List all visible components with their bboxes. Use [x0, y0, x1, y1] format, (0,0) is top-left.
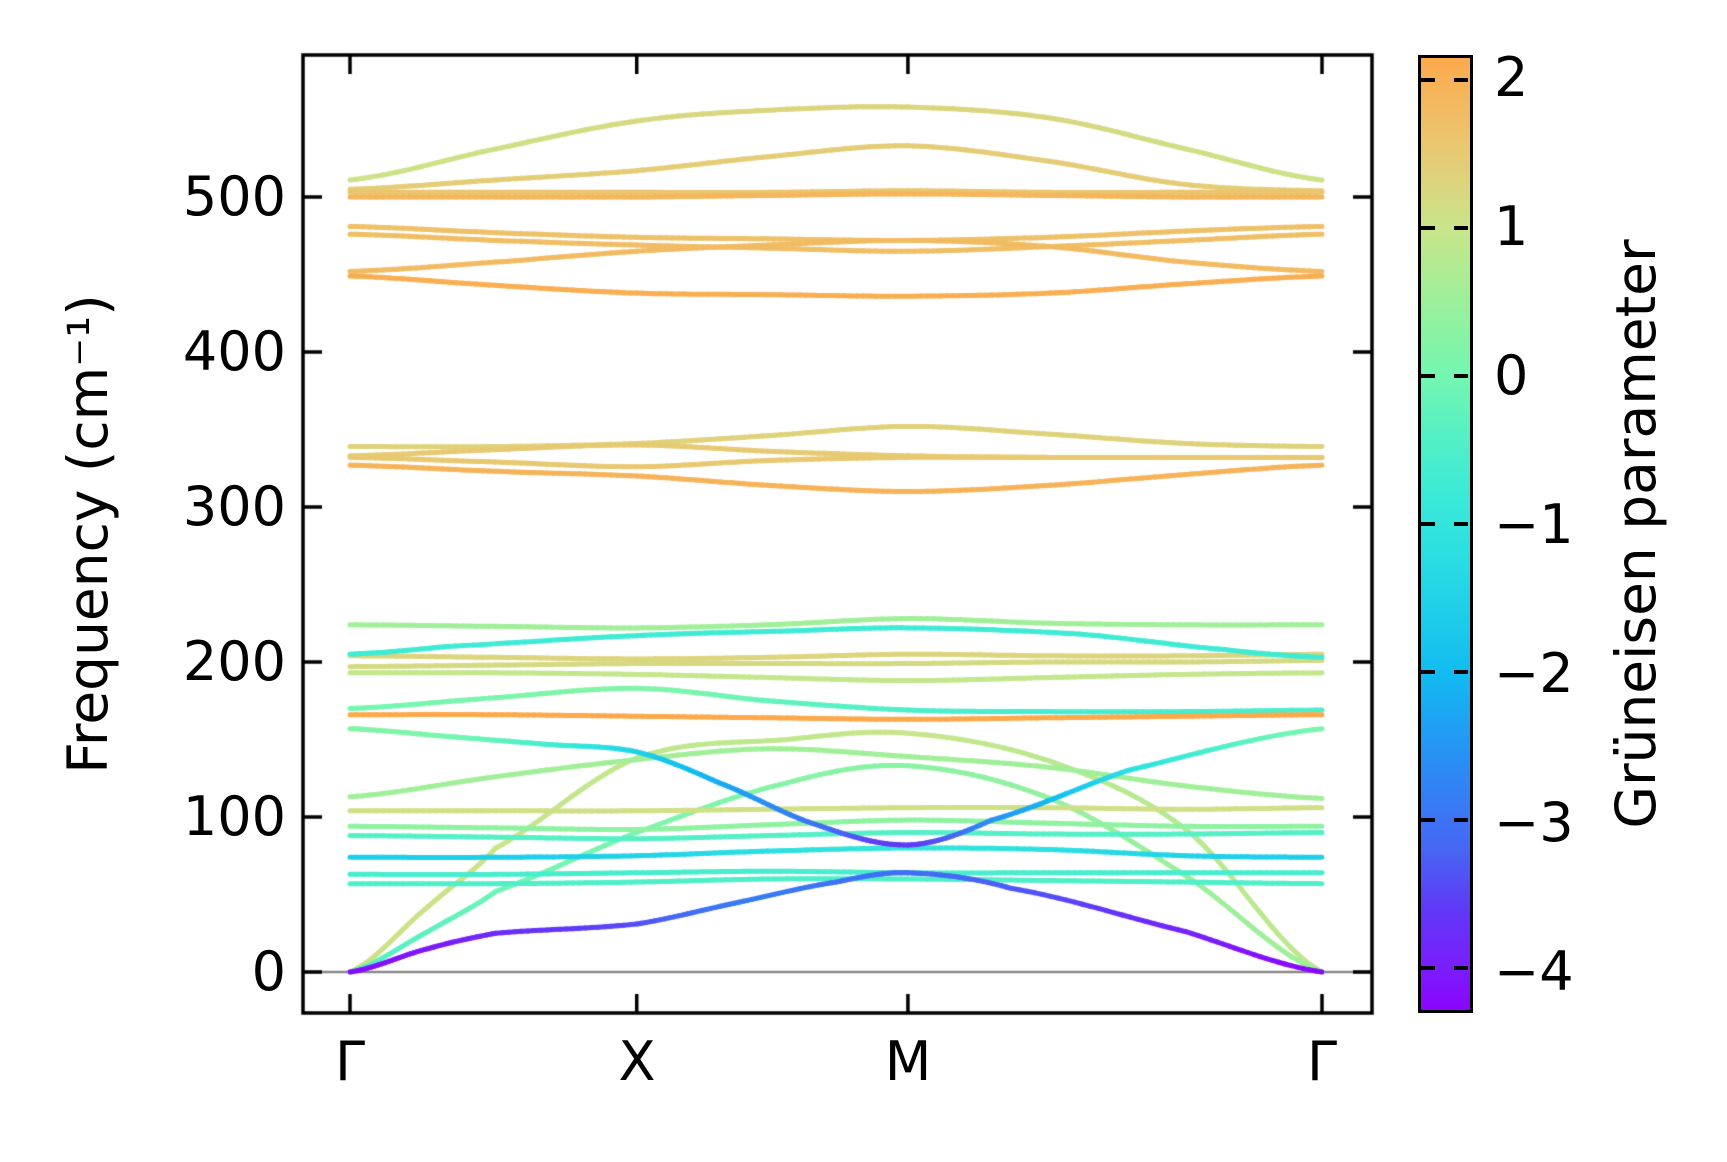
y-tick-400: 400	[182, 320, 286, 383]
x-tick-gamma-left: Γ	[334, 1030, 366, 1093]
colorbar-tick-mark	[1421, 78, 1435, 83]
colorbar-tick-mark	[1421, 226, 1435, 231]
y-tick-500: 500	[182, 165, 286, 228]
colorbar	[1418, 55, 1473, 1013]
y-tick-300: 300	[182, 475, 286, 538]
y-axis-title: Frequency (cm⁻¹)	[56, 294, 120, 774]
cb-tick-2: 2	[1494, 46, 1529, 109]
colorbar-tick-mark	[1421, 965, 1435, 970]
colorbar-tick-mark	[1421, 521, 1435, 526]
colorbar-tick-mark	[1421, 817, 1435, 822]
colorbar-tick-mark	[1454, 373, 1468, 378]
colorbar-tick-mark	[1454, 521, 1468, 526]
y-tick-200: 200	[182, 630, 286, 693]
colorbar-tick-mark	[1454, 817, 1468, 822]
colorbar-tick-mark	[1454, 78, 1468, 83]
y-tick-100: 100	[182, 785, 286, 848]
colorbar-tick-mark	[1454, 226, 1468, 231]
x-tick-m: M	[884, 1030, 932, 1093]
cb-tick-m1: −1	[1494, 493, 1574, 556]
colorbar-tick-mark	[1421, 669, 1435, 674]
cb-tick-m4: −4	[1494, 940, 1574, 1003]
cb-tick-m2: −2	[1494, 642, 1574, 705]
x-tick-gamma-right: Γ	[1306, 1030, 1338, 1093]
colorbar-tick-mark	[1454, 669, 1468, 674]
cb-tick-0: 0	[1494, 344, 1529, 407]
cb-tick-1: 1	[1494, 195, 1529, 258]
colorbar-tick-mark	[1454, 965, 1468, 970]
colorbar-tick-mark	[1421, 373, 1435, 378]
cb-tick-m3: −3	[1494, 791, 1574, 854]
x-tick-x: X	[618, 1030, 656, 1093]
y-tick-0: 0	[251, 940, 286, 1003]
colorbar-title: Grüneisen parameter	[1604, 239, 1668, 829]
